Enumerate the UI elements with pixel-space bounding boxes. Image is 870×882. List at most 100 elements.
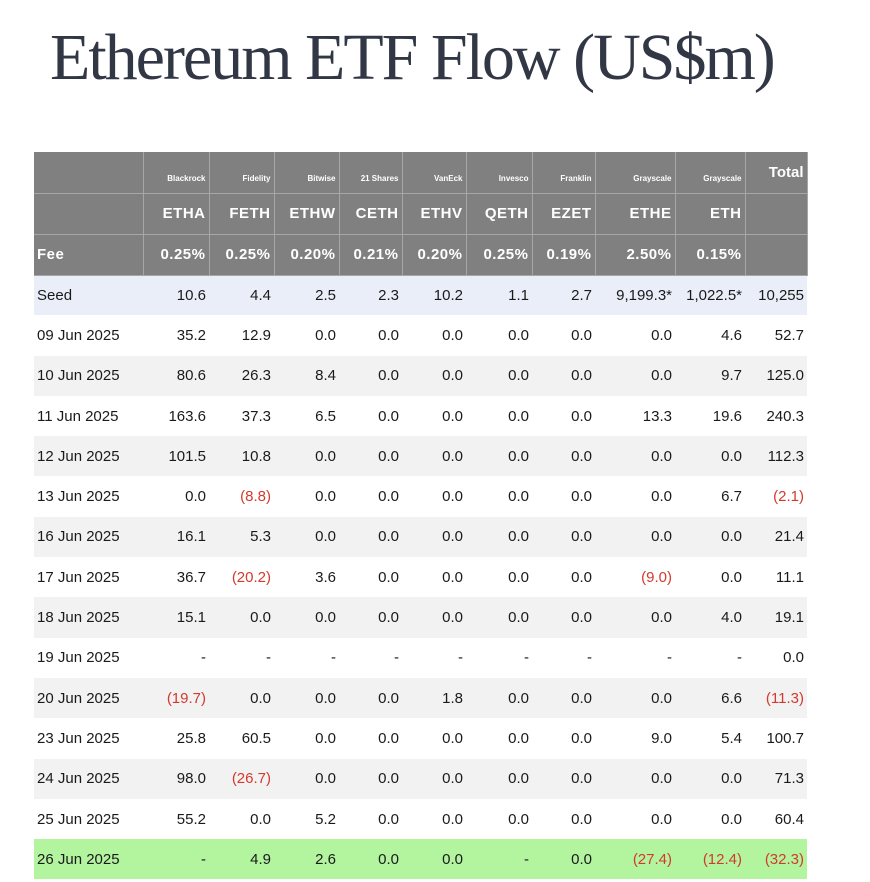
flow-value-cell: 0.0 <box>651 810 672 828</box>
flow-value-cell: 0.0 <box>402 839 466 880</box>
fee-header-cell: 0.15% <box>675 234 746 276</box>
flow-value-cell: 101.5 <box>143 436 209 477</box>
ticker-header-cell <box>745 193 808 235</box>
flow-value-cell: (27.4) <box>595 839 675 880</box>
flow-value-cell: 9.0 <box>651 729 672 747</box>
flow-value-cell: 25.8 <box>176 729 206 747</box>
flow-value-cell: 55.2 <box>176 810 206 828</box>
flow-value-cell: - <box>266 649 271 667</box>
flow-value-cell: 2.6 <box>274 839 339 880</box>
row-label-cell: 20 Jun 2025 <box>34 677 143 719</box>
flow-value-cell: 0.0 <box>508 488 529 506</box>
flow-value-cell: 0.0 <box>274 758 339 799</box>
total-cell: 19.1 <box>745 597 807 638</box>
flow-value-cell: - <box>458 649 463 667</box>
flow-value-cell: 16.1 <box>143 516 209 558</box>
flow-value-cell: (26.7) <box>209 758 274 799</box>
flow-value-cell: 0.0 <box>339 839 402 880</box>
flow-value-cell: 5.2 <box>315 810 336 828</box>
table-row: 16 Jun 2025 16.1 5.3 0.0 0.0 0.0 0.0 0.0 0.0 0.0 2… <box>34 516 807 558</box>
row-label-cell: 17 Jun 2025 <box>37 568 120 586</box>
issuer-header-cell: Grayscale <box>675 152 746 194</box>
fee-header-cell: Fee <box>34 234 144 276</box>
ticker-header-cell: CETH <box>339 193 403 235</box>
flow-value-cell: 0.0 <box>378 326 399 344</box>
row-label-cell: 11 Jun 2025 <box>37 407 119 425</box>
flow-value-cell: 163.6 <box>168 407 206 425</box>
ticker-header-cell: EZET <box>532 193 596 235</box>
flow-value-cell: 2.5 <box>274 275 339 316</box>
flow-value-cell: (12.4) <box>675 839 745 880</box>
flow-value-cell: 0.0 <box>378 488 399 506</box>
flow-value-cell: 0.0 <box>595 677 675 719</box>
flow-value-cell: (19.7) <box>143 677 209 719</box>
fee-header-cell: 0.20% <box>274 234 340 276</box>
fee-header-cell: 2.50% <box>595 234 676 276</box>
row-label-cell: 24 Jun 2025 <box>34 758 143 799</box>
flow-value-cell: 2.3 <box>339 275 402 316</box>
flow-value-cell: 0.0 <box>571 568 592 586</box>
flow-value-cell: 12.9 <box>241 326 271 344</box>
flow-value-cell: 0.0 <box>466 677 532 719</box>
etf-flow-table: Blackrock Fidelity Bitwise 21 Shares Van… <box>34 152 808 880</box>
flow-value-cell: 0.0 <box>274 597 339 638</box>
flow-value-cell: 0.0 <box>442 407 463 425</box>
flow-value-cell: 19.6 <box>712 407 742 425</box>
table-row: 17 Jun 2025 36.7 (20.2) 3.6 0.0 0.0 0.0 0.0 (9.0… <box>34 557 807 597</box>
flow-value-cell: 0.0 <box>675 516 745 558</box>
flow-value-cell: 0.0 <box>532 516 595 558</box>
issuer-header-cell: Franklin <box>532 152 596 194</box>
flow-value-cell: 36.7 <box>176 568 206 586</box>
flow-value-cell: 0.0 <box>532 758 595 799</box>
total-cell: 21.4 <box>745 516 807 558</box>
flow-value-cell: 4.4 <box>209 275 274 316</box>
issuer-header-cell: VanEck <box>402 152 467 194</box>
total-cell: 125.0 <box>745 355 807 396</box>
flow-value-cell: (8.8) <box>240 488 271 506</box>
ticker-header-cell: ETHA <box>143 193 210 235</box>
table-row: 09 Jun 2025 35.2 12.9 0.0 0.0 0.0 0.0 0.0 0.0 4.6… <box>34 315 807 355</box>
table-row: 18 Jun 2025 15.1 0.0 0.0 0.0 0.0 0.0 0.0 0.0 4.0 1… <box>34 597 807 638</box>
ticker-header-cell: QETH <box>466 193 533 235</box>
flow-value-cell: 10.6 <box>143 275 209 316</box>
flow-value-cell: (9.0) <box>641 568 672 586</box>
fee-header-cell: 0.25% <box>143 234 210 276</box>
flow-value-cell: 0.0 <box>378 810 399 828</box>
flow-value-cell: 0.0 <box>571 488 592 506</box>
flow-value-cell: 0.0 <box>402 436 466 477</box>
fee-header-cell: 0.25% <box>209 234 275 276</box>
row-label-cell: 13 Jun 2025 <box>37 488 120 506</box>
flow-value-cell: 0.0 <box>442 568 463 586</box>
flow-value-cell: 6.5 <box>315 407 336 425</box>
row-label-cell: 25 Jun 2025 <box>37 810 120 828</box>
flow-value-cell: 0.0 <box>571 407 592 425</box>
flow-value-cell: 0.0 <box>402 597 466 638</box>
flow-value-cell: 8.4 <box>274 355 339 396</box>
flow-value-cell: 0.0 <box>274 677 339 719</box>
flow-value-cell: 0.0 <box>339 355 402 396</box>
total-cell: (32.3) <box>745 839 807 880</box>
flow-value-cell: 0.0 <box>402 355 466 396</box>
flow-value-cell: 0.0 <box>675 758 745 799</box>
total-cell: 60.4 <box>774 810 804 828</box>
fee-header-cell: 0.21% <box>339 234 403 276</box>
row-label-cell: 26 Jun 2025 <box>34 839 143 880</box>
flow-value-cell: 15.1 <box>143 597 209 638</box>
fee-header-cell: 0.25% <box>466 234 533 276</box>
table-row: 20 Jun 2025 (19.7) 0.0 0.0 0.0 1.8 0.0 0.0 0.0 6.… <box>34 677 807 719</box>
flow-value-cell: 0.0 <box>339 516 402 558</box>
issuer-header-cell: Invesco <box>466 152 533 194</box>
flow-value-cell: 3.6 <box>315 568 336 586</box>
total-cell: 240.3 <box>766 407 804 425</box>
ticker-header-cell: FETH <box>209 193 275 235</box>
flow-value-cell: 0.0 <box>274 436 339 477</box>
flow-value-cell: 0.0 <box>315 488 336 506</box>
flow-value-cell: 0.0 <box>466 597 532 638</box>
flow-value-cell: 0.0 <box>595 436 675 477</box>
flow-value-cell: 26.3 <box>209 355 274 396</box>
flow-value-cell: 0.0 <box>571 729 592 747</box>
flow-value-cell: - <box>667 649 672 667</box>
flow-value-cell: - <box>524 649 529 667</box>
flow-value-cell: 0.0 <box>378 407 399 425</box>
ticker-header-cell: ETHV <box>402 193 467 235</box>
